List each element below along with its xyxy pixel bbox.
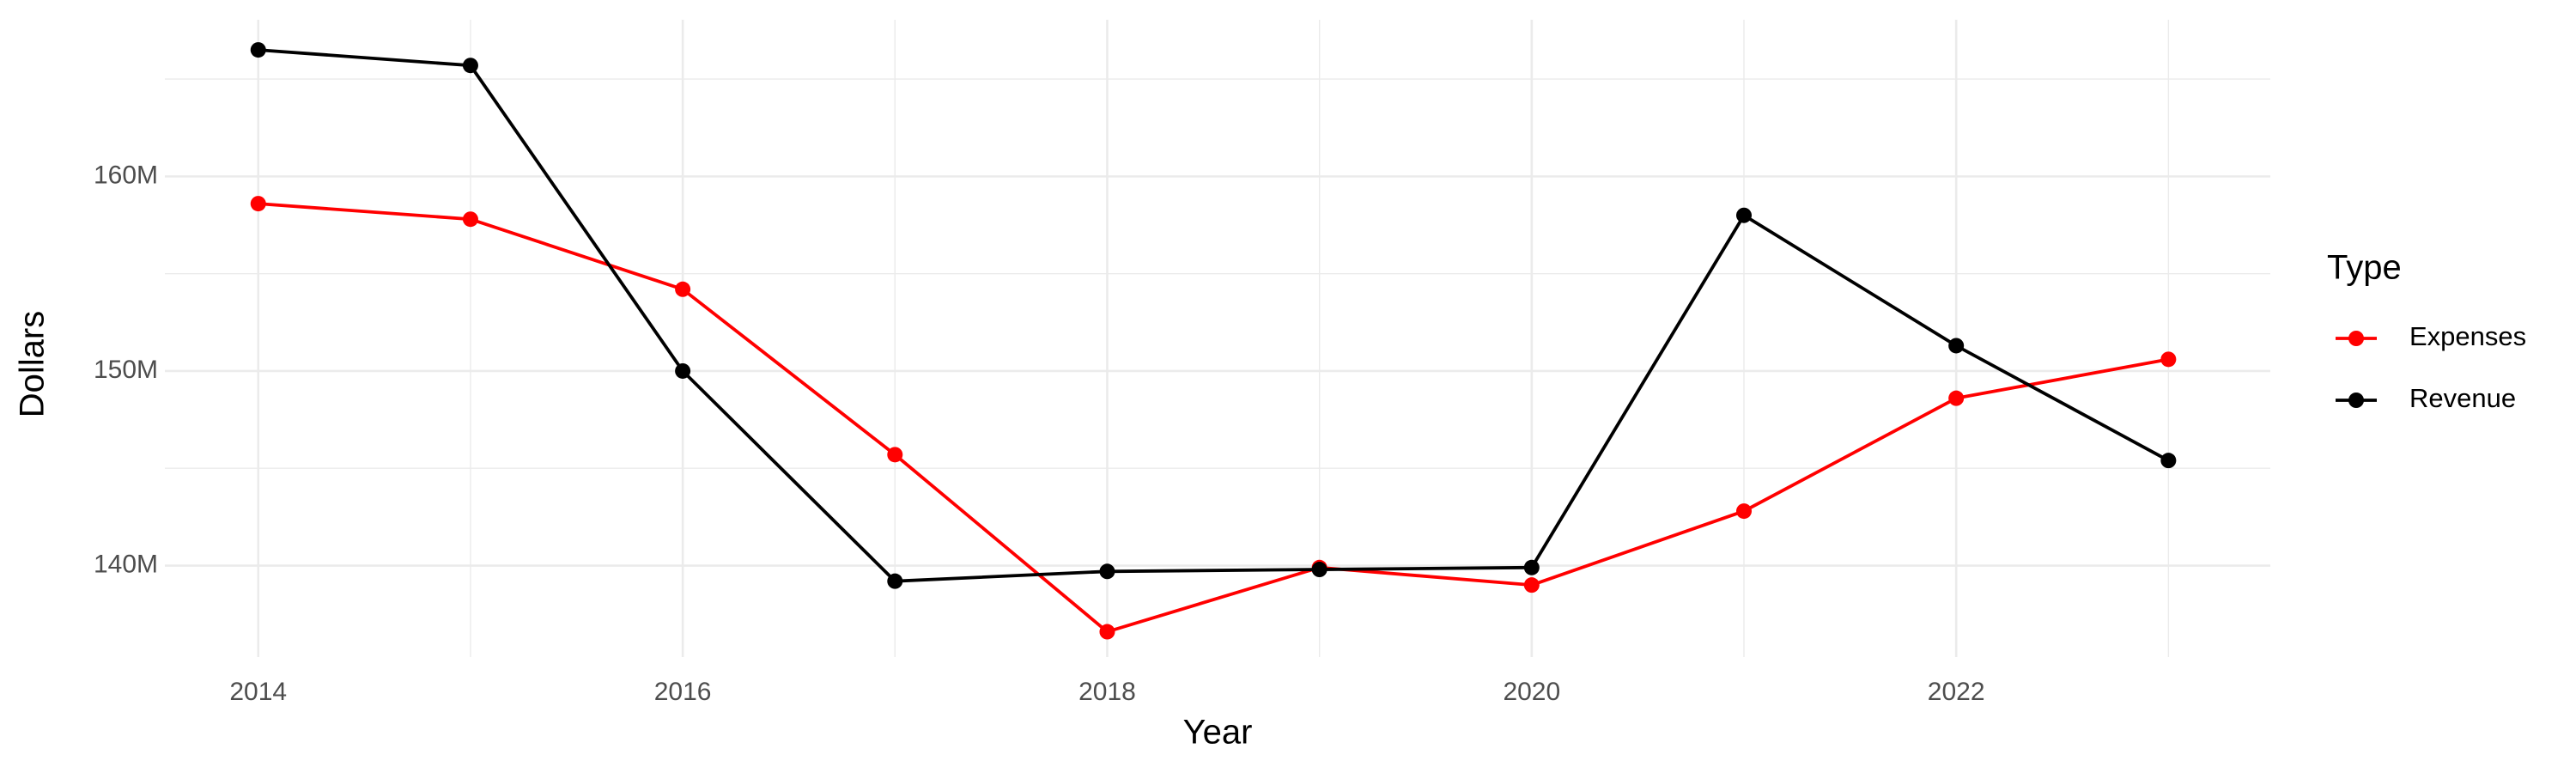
data-point (675, 362, 691, 379)
data-point (675, 281, 691, 297)
legend-key-point (2348, 331, 2364, 346)
data-point (1948, 338, 1965, 354)
data-point (1736, 503, 1752, 520)
y-tick-label: 140M (94, 550, 158, 578)
x-tick-label: 2016 (654, 678, 712, 706)
x-tick-label: 2022 (1928, 678, 1985, 706)
data-point (250, 196, 266, 212)
series-line (258, 202, 2169, 634)
data-point (887, 447, 903, 463)
data-point (462, 58, 478, 74)
legend-label: Revenue (2409, 383, 2516, 413)
data-point (1099, 624, 1115, 640)
y-tick-label: 150M (94, 356, 158, 384)
data-point (1099, 563, 1115, 580)
data-point (462, 211, 478, 228)
data-point (2160, 351, 2177, 368)
data-point (1311, 562, 1327, 578)
x-tick-label: 2018 (1078, 678, 1136, 706)
data-point (1523, 577, 1540, 593)
legend-key-point (2348, 393, 2364, 408)
data-point (1523, 559, 1540, 575)
data-point (250, 42, 266, 58)
legend-title: Type (2327, 249, 2402, 287)
y-axis-title: Dollars (14, 311, 52, 417)
y-tick-label: 160M (94, 161, 158, 189)
data-point (1736, 207, 1752, 223)
x-tick-label: 2014 (229, 678, 287, 706)
data-point (1948, 390, 1965, 406)
data-point (887, 573, 903, 589)
x-tick-label: 2020 (1503, 678, 1560, 706)
data-point (2160, 453, 2177, 469)
legend-label: Expenses (2409, 321, 2526, 351)
x-axis-title: Year (1183, 714, 1253, 752)
series-line (258, 48, 2170, 583)
